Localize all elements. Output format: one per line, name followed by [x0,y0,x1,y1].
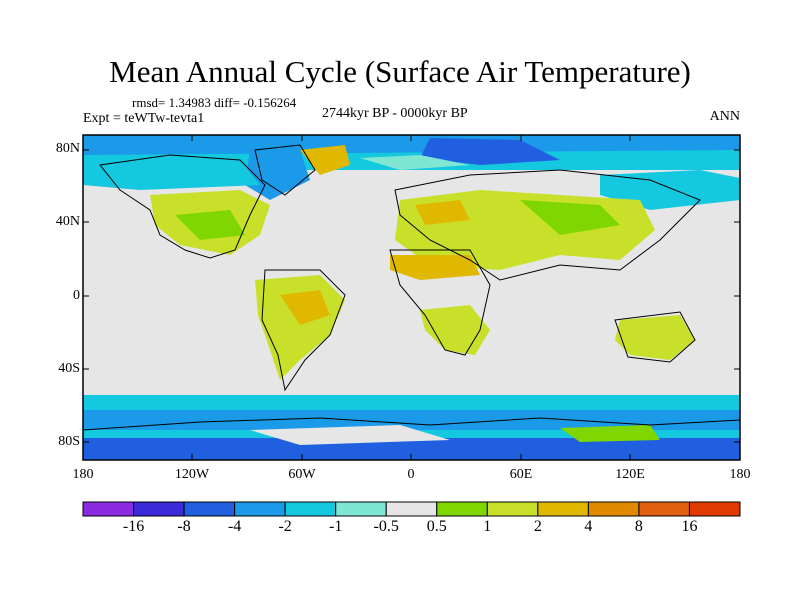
colorbar-box [688,501,741,517]
lat-label-0: 0 [73,288,80,303]
amazon-hot [280,290,330,325]
colorbar-box [284,501,337,517]
lat-label-40s: 40S [58,361,80,376]
colorbar-label: 0.5 [426,518,447,535]
europe-hot [415,200,470,225]
colorbar-label: -0.5 [373,518,399,535]
rmsd-diff-stats: rmsd= 1.34983 diff= -0.156264 [132,95,297,110]
experiment-label: Expt = teWTw-tevta1 [83,111,205,126]
lat-label-40n: 40N [55,214,80,229]
colorbar-label: 1 [483,518,492,535]
lon-label-180w: 180 [72,467,94,482]
southern-ocean-mid [83,410,740,430]
colorbar-box [537,501,589,517]
page-title: Mean Annual Cycle (Surface Air Temperatu… [109,54,691,89]
north-america-center [175,210,245,240]
coast-antarctica [82,417,741,431]
colorbar-box [234,501,286,517]
lon-label-60e: 60E [509,467,533,482]
barents-sea [360,155,470,170]
lon-label-120e: 120E [615,467,645,482]
colorbar-box [82,501,135,517]
coast-eurasia [394,169,701,281]
colorbar-label: 4 [584,518,593,535]
colorbar-label: -2 [278,518,292,535]
antarctic-neutral [250,425,450,445]
colorbar-label: -1 [329,518,343,535]
lat-label-80n: 80N [55,141,80,156]
coast-africa [389,249,491,356]
colorbar-box [436,501,488,517]
lon-label-60w: 60W [288,467,316,482]
coast-north-america [99,154,266,259]
australia-warm [615,315,695,360]
lon-label-120w: 120W [174,467,210,482]
colorbar-box [133,501,185,517]
lat-label-80s: 80S [58,434,80,449]
colorbar-box [335,501,387,517]
central-asia [520,200,620,235]
colorbar-label: -16 [122,518,145,535]
map-ticks [82,135,741,460]
period-label: 2744kyr BP - 0000kyr BP [322,106,468,121]
siberia-cold [420,138,560,165]
greenland-warm [300,145,350,175]
colorbar-label: 8 [634,518,643,535]
antarctica-cold [83,438,740,460]
lon-label-180e: 180 [729,467,751,482]
antarctic-warm [560,425,660,442]
colorbar-label: -8 [177,518,191,535]
north-america-high-lat [83,160,260,190]
colorbar-box [385,501,438,517]
colorbar-box [587,501,640,517]
coastlines [82,144,741,431]
lon-label-0: 0 [407,467,415,482]
colorbar-box [183,501,236,517]
colorbar-label: 16 [681,518,698,535]
colorbar-label: 2 [533,518,542,535]
coast-south-america [261,269,346,392]
colorbar-box [638,501,690,517]
arctic-band-mid [83,135,740,155]
colorbar-boxes [82,501,741,517]
coast-greenland [254,144,316,196]
season-label: ANN [709,109,740,124]
coast-australia [614,311,696,363]
colorbar-label: -4 [227,518,242,535]
colorbar-box [486,501,539,517]
sahara [390,255,480,280]
